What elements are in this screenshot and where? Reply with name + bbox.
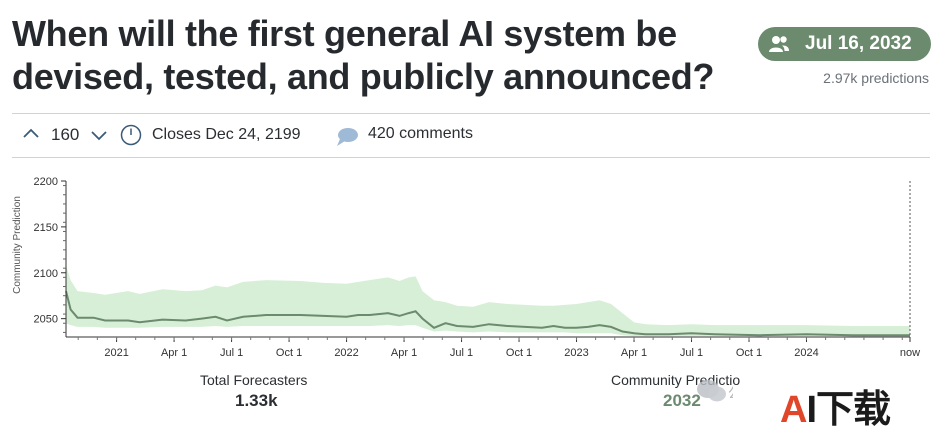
divider-top: [12, 113, 930, 114]
prediction-count: 2.97k predictions: [823, 70, 929, 86]
y-axis-label: Community Prediction: [12, 196, 23, 294]
close-date: Closes Dec 24, 2199: [152, 126, 301, 143]
question-title: When will the first general AI system be…: [12, 13, 715, 97]
community-prediction-chart: 2200 2150 2100 2050 2021 Apr 1 Jul 1 Oct 1 2022…: [12, 176, 920, 359]
downvote-icon[interactable]: [90, 129, 108, 143]
prediction-band: [66, 265, 910, 337]
x-tick-label: Jul 1: [220, 347, 243, 359]
prediction-line: [65, 290, 910, 337]
x-tick-label: Jul 1: [680, 347, 703, 359]
y-tick-label: 2200: [34, 176, 58, 188]
total-forecasters-value: 1.33k: [235, 391, 278, 410]
x-tick-label: Apr 1: [391, 347, 417, 359]
wechat-icon: 公: [697, 380, 733, 402]
comment-icon[interactable]: [335, 127, 359, 147]
y-tick-label: 2100: [34, 268, 58, 280]
community-prediction-value: 2032: [663, 391, 701, 410]
x-tick-label: Apr 1: [161, 347, 187, 359]
watermark-char: 公: [728, 385, 733, 401]
x-tick-label: Apr 1: [621, 347, 647, 359]
upvote-icon[interactable]: [22, 126, 40, 140]
watermark-logo: AI下载: [780, 389, 891, 431]
x-tick-label: 2021: [104, 347, 128, 359]
x-tick-label: now: [900, 347, 920, 359]
y-tick-label: 2050: [34, 314, 58, 326]
x-tick-label: Jul 1: [450, 347, 473, 359]
vote-count: 160: [51, 125, 80, 144]
total-forecasters-label: Total Forecasters: [200, 372, 308, 388]
prediction-date: Jul 16, 2032: [805, 33, 912, 54]
x-tick-label: Oct 1: [276, 347, 302, 359]
x-tick-label: 2022: [334, 347, 358, 359]
y-tick-label: 2150: [34, 222, 58, 234]
community-prediction-badge[interactable]: Jul 16, 2032: [758, 27, 931, 61]
comments-link[interactable]: 420 comments: [368, 125, 473, 142]
clock-icon: [120, 124, 142, 146]
users-icon: [769, 36, 789, 52]
x-tick-label: 2024: [794, 347, 818, 359]
x-tick-label: Oct 1: [736, 347, 762, 359]
x-tick-label: Oct 1: [506, 347, 532, 359]
divider-bottom: [12, 157, 930, 158]
x-tick-label: 2023: [564, 347, 588, 359]
